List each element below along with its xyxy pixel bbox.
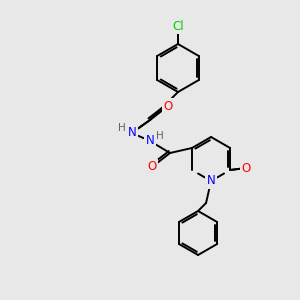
Text: H: H [126,129,134,139]
Text: O: O [242,161,251,175]
Text: N: N [128,127,136,140]
Text: H: H [118,123,126,133]
Text: O: O [164,100,172,112]
Text: N: N [146,134,154,148]
Text: N: N [207,175,215,188]
Text: H: H [156,131,164,141]
Text: Cl: Cl [172,20,184,32]
Text: O: O [147,160,157,173]
